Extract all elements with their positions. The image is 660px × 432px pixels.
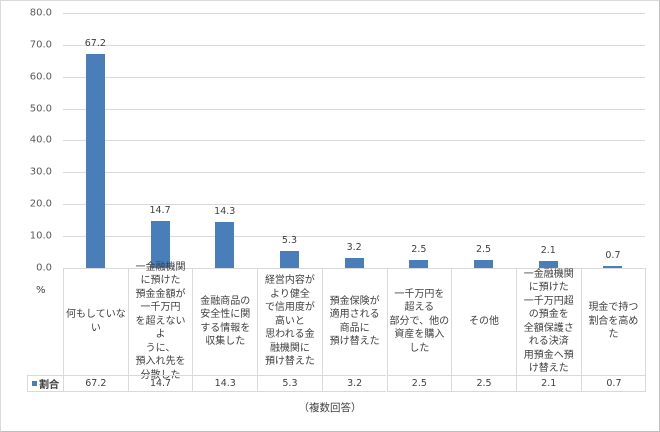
category-label: 一千万円を 超える 部分で、他の 資産を購入 した — [386, 268, 452, 375]
category-label: 現金で持つ 割合を高め た — [580, 268, 646, 375]
category-label-text: 一金融機関 に預けた 一千万円超 の預金を 全額保護さ れる決済 用預金へ預 け… — [523, 268, 574, 375]
gridline — [63, 76, 645, 78]
category-label: 何もしていな い — [63, 268, 128, 375]
category-label-text: 現金で持つ 割合を高め た — [588, 302, 639, 341]
category-label-text: 経営内容が より健全 で信用度が 高いと 思われる金 融機関に 預け替えた — [264, 275, 315, 368]
data-label: 5.3 — [281, 235, 297, 247]
category-label: 一金融機関 に預けた 一千万円超 の預金を 全額保護さ れる決済 用預金へ預 け… — [515, 268, 581, 375]
category-label-text: 何もしていな い — [66, 309, 126, 334]
table-cell-value: 14.3 — [192, 375, 258, 392]
table-cell-value: 5.3 — [257, 375, 322, 392]
data-label: 2.5 — [411, 244, 427, 256]
bar — [603, 265, 623, 268]
data-label: 14.7 — [149, 205, 171, 217]
table-right-border — [645, 268, 646, 392]
gridline — [63, 268, 645, 269]
bar — [279, 251, 299, 268]
data-label: 14.3 — [214, 206, 236, 218]
y-axis-tick-label: 30.0 — [29, 166, 52, 178]
category-label: その他 — [451, 268, 516, 375]
table-cell-value: 0.7 — [580, 375, 647, 392]
table-cell-value: 3.2 — [321, 375, 387, 392]
y-axis-unit-label: % — [36, 285, 46, 296]
y-axis-tick-label: 20.0 — [29, 198, 52, 210]
table-cell-value: 2.5 — [451, 375, 516, 392]
table-cell-value: 67.2 — [63, 375, 128, 392]
category-label-text: 一金融機関 に預けた 預金金額が 一千万円 を超えないよ うに、 預入れ先を 分… — [135, 261, 186, 381]
data-label: 2.5 — [475, 244, 492, 256]
bar — [150, 221, 170, 268]
bar — [215, 222, 235, 268]
category-label-text: 金融商品の 安全性に関 する情報を 収集した — [200, 295, 251, 348]
category-label-text: 預金保険が 適用される 商品に 預け替えた — [329, 295, 380, 348]
bar — [474, 260, 494, 268]
y-axis-tick-label: 50.0 — [29, 103, 52, 114]
gridline — [63, 236, 645, 238]
data-label: 2.1 — [540, 245, 556, 257]
category-label: 預金保険が 適用される 商品に 預け替えた — [321, 268, 387, 375]
y-axis-tick-label: 80.0 — [29, 7, 52, 19]
gridline — [63, 108, 645, 110]
category-label: 一金融機関 に預けた 預金金額が 一千万円 を超えないよ うに、 預入れ先を 分… — [127, 262, 193, 381]
gridline — [63, 44, 645, 46]
gridline — [63, 12, 645, 14]
category-label: 経営内容が より健全 で信用度が 高いと 思われる金 融機関に 預け替えた — [257, 268, 322, 375]
legend-entry: 割合 — [27, 375, 63, 392]
legend-label: 割合 — [39, 380, 59, 391]
y-axis-tick-label: 40.0 — [29, 134, 52, 146]
bar — [344, 257, 364, 268]
bar — [538, 261, 558, 268]
gridline — [63, 140, 645, 142]
gridline — [63, 204, 645, 206]
bar — [85, 53, 105, 268]
data-label: 0.7 — [605, 249, 621, 261]
category-label: 金融商品の 安全性に関 する情報を 収集した — [192, 268, 257, 375]
category-label-text: 一千万円を 超える 部分で、他の 資産を購入 した — [389, 288, 450, 354]
data-label: 3.2 — [346, 241, 362, 253]
data-label: 67.2 — [84, 37, 106, 49]
category-label-text: その他 — [469, 315, 500, 327]
gridline — [63, 172, 645, 174]
footnote: （複数回答） — [298, 402, 362, 414]
y-axis-tick-label: 0.0 — [36, 262, 52, 274]
table-cell-value: 2.1 — [515, 375, 581, 392]
y-axis-tick-label: 60.0 — [29, 71, 52, 83]
legend-swatch-icon — [32, 381, 37, 386]
table-cell-value: 14.7 — [127, 375, 193, 392]
bar — [409, 260, 429, 268]
table-cell-value: 2.5 — [386, 375, 452, 392]
y-axis-tick-label: 10.0 — [29, 230, 52, 242]
y-axis-tick-label: 70.0 — [29, 39, 52, 51]
